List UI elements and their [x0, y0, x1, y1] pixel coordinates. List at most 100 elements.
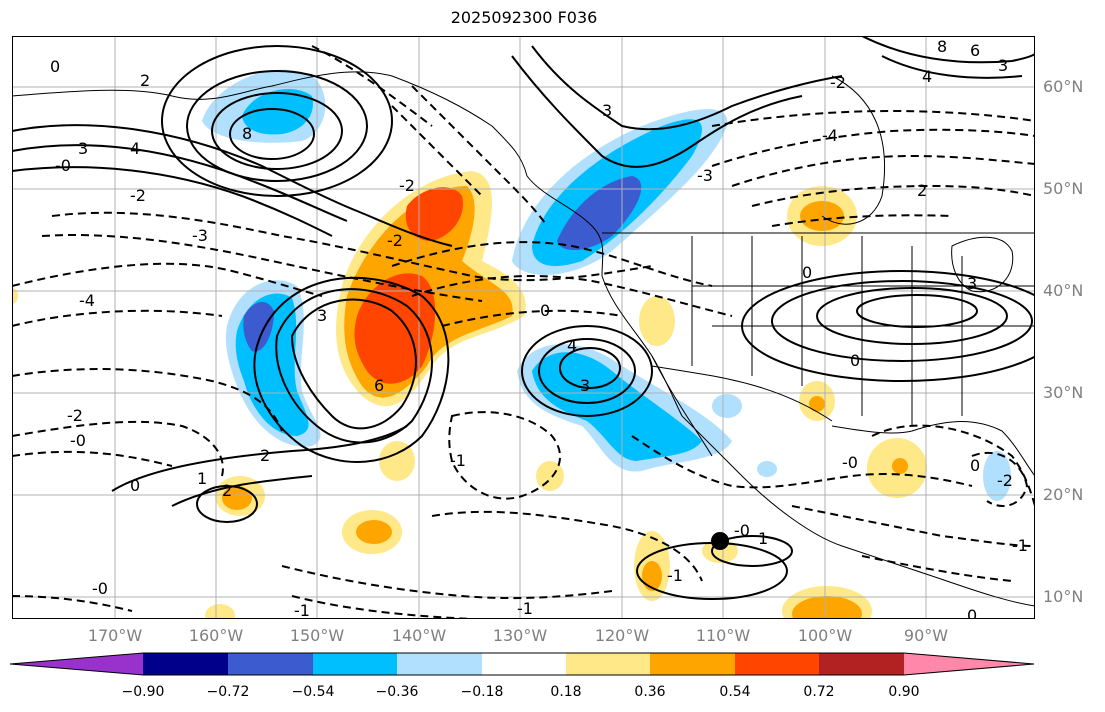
shade-orange [642, 561, 662, 591]
colorbar-tick: −0.54 [291, 684, 335, 700]
contour-label: -2 [387, 231, 403, 250]
colorbar [10, 652, 1035, 676]
lon-label-170w: 170°W [87, 626, 143, 645]
contour-label: -0 [92, 579, 108, 598]
contour-label: -1 [450, 451, 466, 470]
contour-label: 3 [967, 274, 977, 293]
contour-label: -4 [822, 126, 838, 145]
contour-label: 3 [602, 101, 612, 120]
colorbar-segment [482, 653, 566, 675]
colorbar-tick: 0.36 [634, 684, 666, 700]
colorbar-tick: 0.72 [803, 684, 835, 700]
shade-orange [892, 458, 908, 474]
positive-contours [12, 36, 1035, 600]
shade-yellow [379, 441, 415, 481]
lon-label-140w: 140°W [391, 626, 447, 645]
lat-label-40n: 40°N [1043, 281, 1084, 300]
contour-label: -2 [830, 73, 846, 92]
shade-yellow [536, 461, 564, 491]
contour-label: 3 [998, 56, 1008, 75]
contour-label: 6 [970, 41, 980, 60]
contour-label: -3 [192, 226, 208, 245]
contour-label: 0 [540, 301, 550, 320]
lon-label-160w: 160°W [188, 626, 244, 645]
colorbar-segment [650, 653, 735, 675]
hudson-bay [821, 75, 886, 225]
contour-label: 8 [242, 124, 252, 143]
contour-label: 0 [850, 351, 860, 370]
contour-label: 2 [222, 481, 232, 500]
contour-label: 3 [78, 139, 88, 158]
map-panel: 2 0 8 3 4 -0 -2 -3 -4 -2 -0 -0 -1 0 1 2 … [12, 36, 1035, 619]
colorbar-tick: −0.18 [460, 684, 504, 700]
colorbar-tick: −0.90 [121, 684, 165, 700]
shade-light-blue [757, 461, 777, 477]
map-border [12, 36, 1035, 619]
colorbar-segment [313, 653, 397, 675]
contour-label: -2 [399, 176, 415, 195]
colorbar-tick: −0.36 [375, 684, 419, 700]
contour-label: 2 [140, 71, 150, 90]
shade-cyan [532, 352, 702, 461]
contour-label: 3 [317, 306, 327, 325]
shade-blue [243, 301, 274, 352]
shade-orange [356, 520, 392, 544]
shade-blue [557, 176, 642, 251]
contour-label: 6 [374, 376, 384, 395]
baja-coast [651, 355, 713, 457]
contour-label: -2 [130, 186, 146, 205]
colorbar-segment [904, 653, 1034, 675]
contour-label: 0 [50, 57, 60, 76]
contour-label: 4 [922, 67, 932, 86]
colorbar-segment [228, 653, 313, 675]
contour-label: -1 [1012, 536, 1028, 555]
us-mexico-border [651, 365, 833, 422]
colorbar-tick: 0.54 [719, 684, 751, 700]
lon-label-110w: 110°W [695, 626, 751, 645]
storm-center-marker [711, 532, 729, 550]
contour-label: -1 [294, 601, 310, 619]
shade-orange [792, 596, 862, 619]
lat-label-20n: 20°N [1043, 485, 1084, 504]
contour-label: -1 [667, 566, 683, 585]
contour-label: -0 [842, 453, 858, 472]
bc-coast [526, 175, 604, 277]
contour-label: -2 [997, 471, 1013, 490]
shade-cyan [242, 88, 313, 135]
contour-label: 0 [802, 263, 812, 282]
contour-label: 4 [130, 139, 140, 158]
colorbar-segment [819, 653, 904, 675]
shade-light-blue [12, 288, 18, 304]
shade-yellow [639, 296, 675, 346]
lon-label-150w: 150°W [289, 626, 345, 645]
colorbar-segment [397, 653, 482, 675]
shade-yellow [702, 539, 738, 563]
contour-label: 3 [580, 376, 590, 395]
lon-label-120w: 120°W [594, 626, 650, 645]
contour-label: 2 [260, 446, 270, 465]
colorbar-segments [10, 652, 1035, 676]
colorbar-tick: 0.18 [550, 684, 582, 700]
colorbar-tick: 0.90 [888, 684, 920, 700]
colorbar-segment [735, 653, 819, 675]
contour-label: -0 [55, 156, 71, 175]
lat-label-10n: 10°N [1043, 587, 1084, 606]
contour-label: -0 [70, 431, 86, 450]
lon-label-130w: 130°W [492, 626, 548, 645]
contour-label: -2 [67, 406, 83, 425]
alaska-coast [12, 71, 528, 177]
contour-label: 0 [967, 606, 977, 619]
contour-label: -1 [517, 599, 533, 618]
colorbar-segment [10, 653, 143, 675]
lat-label-60n: 60°N [1043, 77, 1084, 96]
lon-label-90w: 90°W [903, 626, 949, 645]
shade-orange [222, 486, 252, 510]
lat-label-50n: 50°N [1043, 179, 1084, 198]
contour-label: 4 [567, 336, 577, 355]
contour-label: -4 [79, 291, 95, 310]
contour-label: 1 [197, 469, 207, 488]
contour-label: 1 [758, 529, 768, 548]
lon-label-100w: 100°W [797, 626, 853, 645]
colorbar-outline [10, 652, 1035, 676]
contour-label: -0 [734, 521, 750, 540]
